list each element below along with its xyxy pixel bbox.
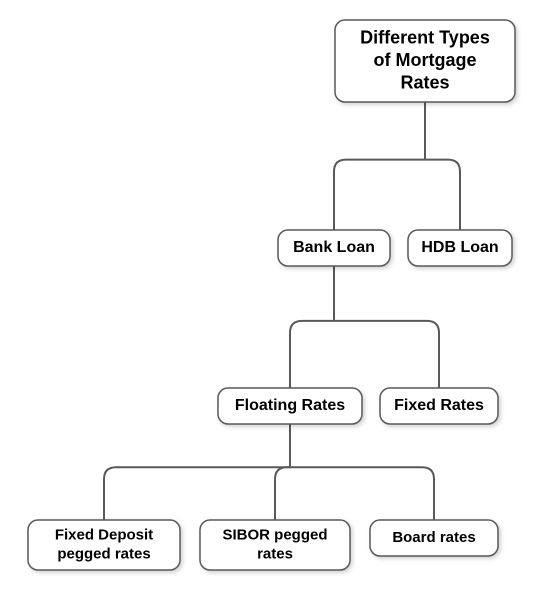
- node-float: Floating Rates: [218, 388, 362, 424]
- node-root: Different Types of MortgageRates: [335, 20, 515, 102]
- node-sibor: SIBOR peggedrates: [200, 520, 350, 570]
- node-sibor-label: SIBOR pegged: [222, 527, 327, 544]
- node-float-label: Floating Rates: [235, 397, 345, 414]
- node-bank: Bank Loan: [278, 230, 390, 266]
- node-board-label: Board rates: [392, 529, 475, 546]
- node-fixed: Fixed Rates: [380, 388, 498, 424]
- node-root-label: of Mortgage: [374, 50, 477, 70]
- nodes: Different Types of MortgageRates Bank Loan…: [28, 20, 515, 570]
- node-fixed-label: Fixed Rates: [394, 397, 484, 414]
- node-hdb: HDB Loan: [408, 230, 512, 266]
- node-fd: Fixed Depositpegged rates: [28, 520, 180, 570]
- node-root-label: Rates: [400, 72, 449, 92]
- node-sibor-label: rates: [257, 545, 293, 562]
- mortgage-rates-tree: Different Types of MortgageRates Bank Loan…: [0, 0, 534, 604]
- edges: [104, 102, 460, 520]
- node-bank-label: Bank Loan: [293, 239, 375, 256]
- node-hdb-label: HDB Loan: [421, 239, 498, 256]
- node-fd-label: pegged rates: [57, 545, 150, 562]
- node-root-label: Different Types: [360, 27, 490, 47]
- node-fd-label: Fixed Deposit: [55, 527, 153, 544]
- node-board: Board rates: [370, 520, 498, 556]
